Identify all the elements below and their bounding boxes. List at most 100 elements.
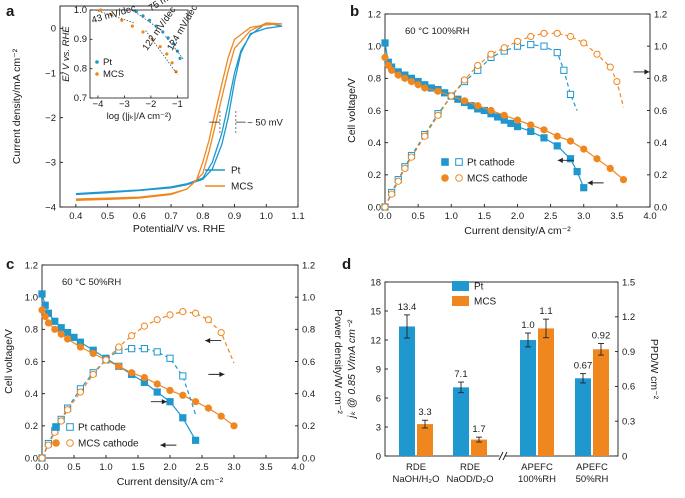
panel-c-xaxis-ticklabel-8: 4.0 bbox=[291, 462, 304, 473]
panel-b-point-2-14 bbox=[540, 42, 548, 50]
panel-label-d: d bbox=[342, 256, 351, 273]
panel-b-yaxis-right-ticklabel-4: 0.8 bbox=[654, 74, 667, 85]
panel-d-value-label-mcs-1: 1.7 bbox=[472, 424, 485, 435]
inset-legend-marker-1 bbox=[95, 72, 99, 76]
panel-a-xaxis-ticklabel-3: 0.7 bbox=[164, 211, 177, 222]
panel-d-bar-pt-1 bbox=[453, 387, 469, 456]
panel-c-point-1-12 bbox=[153, 380, 161, 388]
panel-b-point-1-17 bbox=[553, 132, 561, 140]
panel-c-line-2 bbox=[41, 348, 197, 459]
panel-b-point-0-23 bbox=[540, 134, 548, 142]
panel-c-point-1-9 bbox=[115, 362, 123, 370]
panel-c-xaxis-ticklabel-4: 2.0 bbox=[163, 462, 176, 473]
panel-b-xaxis-ticklabel-0: 0.0 bbox=[378, 211, 391, 222]
panel-c-point-0-3 bbox=[51, 317, 59, 325]
panel-b-point-1-20 bbox=[593, 155, 601, 163]
panel-b-point-1-21 bbox=[606, 164, 614, 172]
panel-b-yaxis-right-ticklabel-5: 1.0 bbox=[654, 41, 667, 52]
panel-b-point-1-14 bbox=[513, 116, 522, 124]
panel-c-axis-arrowhead-1 bbox=[219, 371, 225, 377]
panel-c-axis-arrowhead-3 bbox=[205, 337, 211, 344]
inset-yticklabel-0: 0.7 bbox=[74, 93, 87, 104]
panel-d-value-label-pt-3: 0.67 bbox=[574, 361, 593, 372]
panel-b-point-3-19 bbox=[606, 63, 614, 71]
panel-c-point-1-6 bbox=[76, 343, 85, 351]
panel-b-point-3-0 bbox=[381, 203, 389, 211]
panel-b-xaxis-ticklabel-1: 0.5 bbox=[412, 211, 425, 222]
panel-c-point-2-10 bbox=[140, 345, 149, 353]
panel-c-point-3-3 bbox=[57, 417, 65, 425]
panel-b-point-3-7 bbox=[447, 92, 455, 100]
panel-c-legend-label-1: MCS cathode bbox=[78, 439, 139, 450]
panel-c-yaxis-left-ticklabel-5: 1.0 bbox=[25, 292, 38, 303]
panel-a-frame bbox=[59, 5, 299, 208]
panel-b-point-2-15 bbox=[553, 49, 561, 57]
panel-b-point-1-0 bbox=[381, 53, 389, 62]
panel-c-ylabel-left: Cell voltage/V bbox=[3, 329, 15, 394]
panel-a-ylabel: Current density/mA cm⁻² bbox=[11, 48, 23, 164]
panel-b-point-0-0 bbox=[381, 39, 389, 47]
panel-a-cv-mcs bbox=[75, 22, 283, 201]
panel-b-yaxis-right-ticklabel-2: 0.4 bbox=[654, 138, 667, 149]
panel-b-legend-label-0: Pt cathode bbox=[467, 158, 515, 169]
panel-c-point-3-16 bbox=[217, 328, 225, 337]
panel-b-point-3-20 bbox=[613, 77, 621, 86]
inset-frame bbox=[89, 9, 189, 99]
panel-c-point-1-11 bbox=[140, 373, 148, 382]
panel-c-point-3-13 bbox=[179, 308, 187, 316]
inset-xticklabel-0: −4 bbox=[93, 99, 104, 110]
panel-c-point-3-6 bbox=[89, 370, 97, 378]
panel-b-yaxis-left-ticklabel-5: 1.0 bbox=[368, 41, 381, 52]
panel-b-xaxis-ticklabel-4: 2.0 bbox=[511, 211, 524, 222]
panel-b-point-1-15 bbox=[527, 121, 535, 129]
panel-c-point-3-8 bbox=[115, 343, 123, 351]
panel-d-value-label-mcs-2: 1.1 bbox=[539, 306, 552, 317]
panel-d-value-label-pt-1: 7.1 bbox=[454, 369, 467, 380]
panel-b-point-0-27 bbox=[580, 184, 588, 192]
panel-d-yaxis-left-ticklabel-5: 15 bbox=[370, 306, 381, 317]
panel-c-point-3-1 bbox=[44, 441, 53, 449]
panel-b-axis-arrowhead-1 bbox=[557, 157, 563, 163]
panel-b-yaxis-left-ticklabel-6: 1.2 bbox=[368, 9, 381, 20]
panel-d-yaxis-right-ticklabel-0: 0 bbox=[622, 451, 627, 462]
panel-d-category-3-line2: 50%RH bbox=[576, 474, 609, 485]
panel-b-point-3-5 bbox=[421, 132, 429, 140]
panel-c-point-2-12 bbox=[166, 354, 174, 362]
panel-d-value-label-pt-0: 13.4 bbox=[398, 302, 417, 313]
panel-c-point-3-10 bbox=[140, 322, 148, 330]
panel-a-yaxis-ticklabel-0: −4 bbox=[45, 202, 56, 213]
inset-slope-line-3 bbox=[145, 30, 178, 75]
panel-c-point-0-6 bbox=[70, 333, 78, 341]
panel-b-yaxis-left-ticklabel-1: 0.2 bbox=[368, 170, 381, 181]
panel-b-condition: 60 °C 100%RH bbox=[405, 26, 470, 37]
panel-a-xaxis-ticklabel-0: 0.4 bbox=[69, 211, 82, 222]
panel-d-legend-label-0: Pt bbox=[474, 282, 484, 293]
inset-point-pt-1 bbox=[141, 14, 145, 18]
panel-c-point-3-7 bbox=[102, 356, 110, 364]
panel-d-category-3-line1: APEFC bbox=[576, 462, 608, 473]
panel-b-xaxis-ticklabel-7: 3.5 bbox=[610, 211, 623, 222]
panel-b-ylabel-left: Cell voltage/V bbox=[346, 78, 358, 143]
panel-label-b: b bbox=[350, 3, 359, 20]
panel-c-xaxis-ticklabel-6: 3.0 bbox=[227, 462, 240, 473]
inset-point-pt-4 bbox=[161, 30, 165, 34]
panel-c-yaxis-right-ticklabel-3: 0.6 bbox=[302, 357, 315, 368]
panel-b-point-3-13 bbox=[527, 32, 535, 41]
panel-d-legend-label-1: MCS bbox=[474, 297, 497, 308]
panel-d-yaxis-left-ticklabel-0: 0 bbox=[376, 451, 381, 462]
panel-a-yaxis-ticklabel-1: −3 bbox=[45, 158, 56, 169]
panel-d-category-0-line2: NaOH/H₂O bbox=[393, 474, 440, 485]
panel-b-point-0-24 bbox=[553, 142, 561, 150]
inset-point-mcs-4 bbox=[141, 30, 145, 34]
inset-yticklabel-2: 0.9 bbox=[74, 34, 87, 45]
panel-c-point-1-5 bbox=[64, 335, 72, 343]
inset-yticklabel-1: 0.8 bbox=[74, 63, 87, 74]
panel-c-yaxis-right-ticklabel-2: 0.4 bbox=[302, 389, 315, 400]
panel-d-axis-break-2 bbox=[502, 451, 508, 461]
inset-point-pt-5 bbox=[166, 36, 170, 40]
inset-legend-label-0: Pt bbox=[103, 57, 112, 68]
panel-c-point-3-0 bbox=[38, 454, 46, 462]
panel-b-xaxis-ticklabel-2: 1.0 bbox=[445, 211, 458, 222]
panel-d-category-2-line2: 100%RH bbox=[518, 474, 556, 485]
panel-b-point-2-17 bbox=[566, 90, 575, 99]
